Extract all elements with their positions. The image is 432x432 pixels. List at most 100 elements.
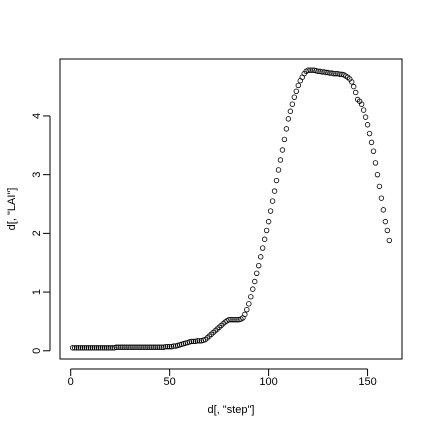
data-point <box>362 114 369 120</box>
data-point <box>155 344 161 350</box>
data-point <box>73 345 80 351</box>
data-point <box>261 236 268 242</box>
data-point <box>79 345 86 351</box>
data-point <box>368 139 375 146</box>
data-point <box>309 67 315 73</box>
data-point <box>230 316 236 323</box>
data-point <box>263 227 270 234</box>
data-point <box>194 338 201 344</box>
data-point <box>277 157 284 163</box>
data-point <box>115 344 121 350</box>
data-point <box>83 345 90 351</box>
data-point <box>254 270 260 276</box>
data-point <box>170 343 177 349</box>
y-tick-label: 3 <box>31 172 43 178</box>
data-point <box>166 343 173 350</box>
data-point <box>273 177 280 184</box>
data-point <box>109 345 115 351</box>
data-point <box>315 68 321 75</box>
data-point <box>295 82 301 89</box>
data-point <box>188 338 195 345</box>
data-point <box>281 136 288 143</box>
data-point <box>252 278 258 285</box>
data-point <box>117 344 123 350</box>
data-point <box>257 254 264 260</box>
data-point <box>85 345 92 351</box>
data-point <box>157 344 163 350</box>
data-point <box>87 345 94 351</box>
y-axis-label: d[, "LAI"] <box>6 188 18 231</box>
data-point <box>360 107 367 113</box>
data-point <box>119 344 125 350</box>
plot-frame <box>59 58 403 360</box>
data-point <box>143 344 149 350</box>
data-point <box>246 301 252 307</box>
x-tick-label: 0 <box>68 376 74 388</box>
y-tick-label: 2 <box>31 230 43 236</box>
data-point <box>250 286 256 292</box>
data-point <box>131 344 137 350</box>
y-tick-label: 1 <box>31 289 43 295</box>
data-point <box>382 218 389 225</box>
data-point <box>386 237 393 244</box>
data-point <box>331 70 337 77</box>
data-point <box>135 344 141 350</box>
data-point <box>133 344 139 350</box>
data-point <box>153 344 159 350</box>
data-point <box>97 345 104 351</box>
data-point <box>323 69 329 76</box>
data-point <box>376 183 383 190</box>
data-point <box>196 338 203 344</box>
data-point <box>283 126 290 132</box>
data-point <box>287 108 294 114</box>
data-point <box>107 345 113 351</box>
data-point <box>105 345 111 351</box>
data-point <box>103 345 110 351</box>
data-point <box>127 344 133 350</box>
x-axis-label: d[, "step"] <box>208 404 255 416</box>
data-point <box>93 345 100 351</box>
data-point <box>89 345 96 351</box>
data-point <box>244 306 250 313</box>
data-point <box>265 218 272 225</box>
data-point <box>289 101 296 107</box>
data-point <box>305 67 311 73</box>
data-point <box>242 311 248 318</box>
data-point <box>81 345 88 351</box>
y-tick-label: 0 <box>31 348 43 354</box>
data-point <box>352 89 359 96</box>
data-point <box>137 344 143 350</box>
x-tick-label: 100 <box>259 376 277 388</box>
data-point <box>364 122 371 128</box>
data-point <box>232 316 238 323</box>
data-point <box>234 316 240 323</box>
data-point <box>71 345 78 351</box>
data-point <box>269 198 276 204</box>
data-point <box>351 83 357 90</box>
data-point <box>384 227 391 234</box>
data-point <box>337 71 343 77</box>
y-tick-label: 4 <box>31 113 43 119</box>
data-point <box>259 245 266 251</box>
data-point <box>147 344 153 350</box>
data-point <box>279 147 286 153</box>
data-point <box>164 343 171 350</box>
data-point <box>226 316 232 323</box>
data-point <box>349 79 355 85</box>
data-point <box>228 316 234 323</box>
data-point <box>159 344 165 350</box>
data-point <box>149 344 155 350</box>
data-point <box>267 208 274 214</box>
data-point <box>256 262 262 269</box>
data-point <box>370 148 377 154</box>
data-point <box>141 344 147 350</box>
data-point <box>123 344 129 350</box>
data-point <box>374 171 381 178</box>
data-point <box>139 344 145 350</box>
data-point <box>285 116 292 122</box>
data-point <box>378 195 385 201</box>
data-point <box>319 69 325 75</box>
data-point <box>293 88 300 94</box>
